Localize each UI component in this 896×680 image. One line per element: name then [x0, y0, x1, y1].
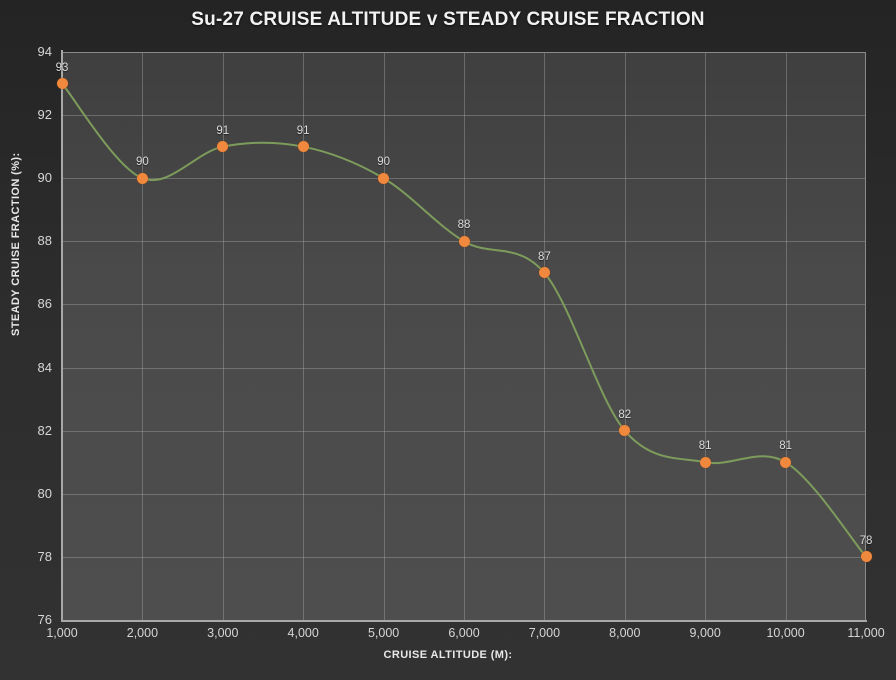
data-point-marker[interactable]	[538, 267, 550, 279]
gridline-vertical	[625, 52, 626, 620]
data-point-label: 78	[859, 534, 873, 547]
y-tick-label: 82	[37, 422, 52, 438]
data-point-marker[interactable]	[619, 425, 631, 437]
data-point-marker[interactable]	[56, 78, 68, 90]
y-tick-label: 78	[37, 548, 52, 564]
data-point-marker[interactable]	[699, 456, 711, 468]
x-tick-label: 4,000	[287, 626, 319, 640]
data-point-marker[interactable]	[780, 456, 792, 468]
data-point-marker[interactable]	[860, 551, 872, 563]
x-axis-title: CRUISE ALTITUDE (M):	[383, 649, 513, 661]
x-tick-label: 9,000	[689, 626, 721, 640]
y-tick-label: 90	[37, 170, 52, 186]
plot-border-top	[62, 52, 866, 53]
y-tick-label: 92	[37, 107, 52, 123]
y-tick-label: 84	[37, 359, 52, 375]
data-point-marker[interactable]	[217, 141, 229, 153]
x-tick-label: 5,000	[367, 626, 400, 640]
data-point-label: 93	[55, 61, 69, 74]
y-axis-title: STEADY CRUISE FRACTION (%):	[10, 152, 22, 336]
data-point-label: 91	[216, 124, 230, 137]
x-axis-line	[61, 620, 867, 622]
gridline-vertical	[223, 52, 224, 620]
data-point-label: 81	[698, 440, 712, 453]
x-tick-label: 2,000	[126, 626, 159, 640]
data-point-marker[interactable]	[297, 141, 309, 153]
gridline-vertical	[384, 52, 385, 620]
gridline-vertical	[705, 52, 706, 620]
data-point-label: 87	[537, 250, 551, 263]
x-tick-label: 3,000	[207, 626, 239, 640]
data-point-label: 81	[779, 440, 792, 453]
data-point-label: 91	[296, 124, 310, 137]
y-tick-label: 88	[37, 233, 52, 249]
gridline-vertical	[142, 52, 143, 620]
gridline-vertical	[786, 52, 787, 620]
y-tick-label: 94	[37, 44, 52, 59]
x-tick-label: 10,000	[766, 626, 805, 640]
data-point-marker[interactable]	[458, 235, 470, 247]
gridline-vertical	[544, 52, 545, 620]
data-point-label: 88	[457, 219, 471, 232]
x-tick-label: 8,000	[609, 626, 641, 640]
data-point-label: 90	[135, 156, 149, 169]
y-tick-label: 80	[37, 485, 52, 501]
x-tick-label: 11,000	[847, 626, 885, 640]
data-point-label: 90	[377, 156, 390, 169]
y-tick-label: 76	[37, 612, 52, 627]
data-point-marker[interactable]	[378, 172, 390, 184]
y-tick-label: 86	[37, 296, 52, 312]
gridline-vertical	[303, 52, 304, 620]
x-tick-label: 7,000	[528, 626, 561, 640]
x-tick-label: 1,000	[46, 626, 78, 640]
data-point-label: 82	[618, 408, 632, 421]
y-axis-line	[61, 50, 63, 622]
data-point-marker[interactable]	[136, 172, 148, 184]
gridline-vertical	[464, 52, 465, 620]
x-tick-label: 6,000	[448, 626, 480, 640]
chart-title: Su-27 CRUISE ALTITUDE v STEADY CRUISE FR…	[191, 9, 705, 30]
